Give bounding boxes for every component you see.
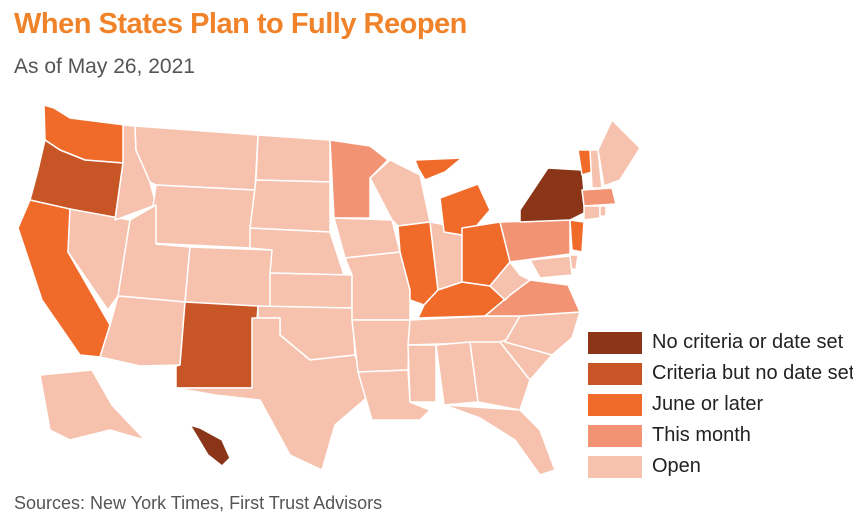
state-la <box>357 369 431 421</box>
legend-label: Open <box>652 455 701 477</box>
state-co <box>184 246 273 309</box>
state-mt <box>134 125 259 191</box>
legend-swatch <box>588 331 642 354</box>
state-az <box>99 295 186 367</box>
chart-subtitle: As of May 26, 2021 <box>14 55 195 78</box>
legend-label: Criteria but no date set <box>652 362 853 384</box>
state-ri <box>599 205 607 217</box>
legend-swatch <box>588 393 642 416</box>
state-pa <box>499 219 571 263</box>
state-ma <box>581 187 617 207</box>
state-nc <box>504 311 581 356</box>
state-mo <box>344 251 411 321</box>
state-md <box>529 255 573 279</box>
state-wy <box>147 184 256 249</box>
state-nd <box>255 134 331 183</box>
legend-swatch <box>588 362 642 385</box>
state-ar <box>351 319 411 373</box>
legend-item-criteria-no-date: Criteria but no date set <box>588 358 853 389</box>
legend-item-open: Open <box>588 451 853 482</box>
legend-item-this-month: This month <box>588 420 853 451</box>
state-ks <box>269 272 353 309</box>
state-mi <box>439 183 491 237</box>
legend-item-june-or-later: June or later <box>588 389 853 420</box>
state-ia <box>333 217 401 259</box>
state-mi <box>414 157 463 181</box>
state-fl <box>443 404 556 476</box>
legend-item-no-criteria: No criteria or date set <box>588 327 853 358</box>
state-ct <box>583 205 601 221</box>
state-nj <box>569 219 585 253</box>
state-sd <box>249 179 331 233</box>
state-nm <box>175 301 259 389</box>
state-ak <box>39 369 146 441</box>
legend-swatch <box>588 455 642 478</box>
state-ga <box>469 341 531 411</box>
legend-label: This month <box>652 424 751 446</box>
state-ms <box>407 344 437 403</box>
chart-title: When States Plan to Fully Reopen <box>14 8 467 40</box>
state-me <box>597 119 641 187</box>
state-tx <box>175 317 371 471</box>
source-note: Sources: New York Times, First Trust Adv… <box>14 493 383 513</box>
legend-swatch <box>588 424 642 447</box>
legend-label: June or later <box>652 393 764 415</box>
state-ny <box>519 167 587 223</box>
legend: No criteria or date set Criteria but no … <box>588 327 853 482</box>
legend-label: No criteria or date set <box>652 331 844 353</box>
state-hi <box>189 424 231 467</box>
